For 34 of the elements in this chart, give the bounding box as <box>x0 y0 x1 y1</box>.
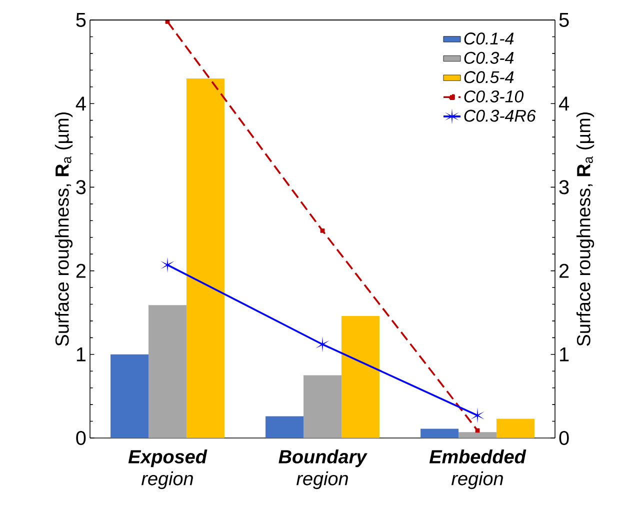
y2-tick-label: 0 <box>559 430 569 446</box>
y-tick-label: 3 <box>76 180 86 194</box>
y2-tick-label: 2 <box>560 264 569 278</box>
bar <box>341 316 380 438</box>
bar <box>266 416 304 438</box>
bar <box>496 418 534 438</box>
y-tick-label: 1 <box>76 348 86 362</box>
y-tick-label: 0 <box>76 430 86 446</box>
bar <box>148 305 186 438</box>
bar <box>420 428 459 438</box>
x-tick-label: Exposed region <box>128 450 208 490</box>
y-tick-label: 4 <box>76 96 86 110</box>
bar <box>110 354 149 438</box>
legend-label: C0.3-4 <box>464 52 514 64</box>
y2-tick-label: 1 <box>560 348 569 362</box>
y2-tick-label: 5 <box>559 13 569 27</box>
bar <box>458 432 496 438</box>
y-tick-label: 2 <box>76 264 86 278</box>
point <box>320 228 325 233</box>
legend-label: C0.3-10 <box>464 90 524 102</box>
y-tick-label: 5 <box>76 13 86 27</box>
x-tick-label: Boundary region <box>278 450 368 490</box>
legend-label: C0.1-4 <box>464 32 514 45</box>
legend-label: C0.3-4R6 <box>464 110 536 122</box>
y-axis-title: Surface roughness, R$_{a}$ (µm) <box>54 112 73 346</box>
bar <box>304 375 342 438</box>
y2-tick-label: 4 <box>558 96 570 110</box>
y2-tick-label: 3 <box>559 180 569 194</box>
point <box>475 428 480 433</box>
bar <box>186 78 224 438</box>
legend-label: C0.5-4 <box>464 71 514 84</box>
point <box>165 19 170 24</box>
x-tick-label: Embedded region <box>429 450 526 490</box>
y2-axis-title: Surface roughness, R$_{a}$ (µm) <box>576 112 594 346</box>
